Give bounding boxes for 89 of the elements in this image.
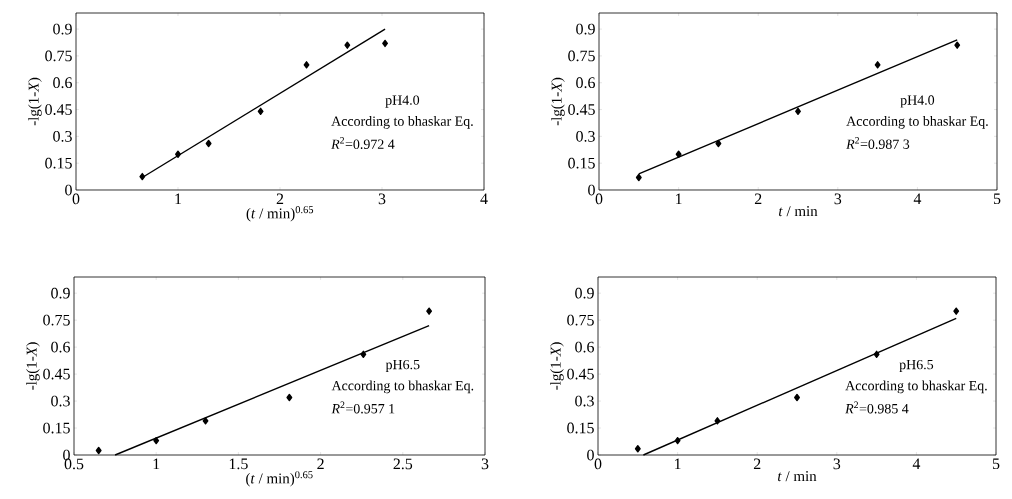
y-tick-label: 0.15 — [568, 157, 595, 169]
annotation: pH6.5 — [899, 359, 934, 373]
annotation: R$^{2}$=0.987 3 — [846, 137, 910, 149]
x-tick-label: 2 — [754, 193, 762, 205]
y-tick-label: 0 — [588, 184, 595, 196]
annotation: pH6.5 — [385, 359, 420, 373]
point — [634, 445, 641, 453]
point — [205, 139, 212, 148]
x-axis-title: (t / min)$^{0.65}$ — [246, 471, 313, 487]
point — [675, 150, 682, 158]
y-tick-label: 0.15 — [43, 422, 70, 434]
x-tick-label: 5 — [993, 193, 1001, 205]
point — [953, 307, 960, 315]
y-tick-label: 0.3 — [575, 395, 594, 407]
x-tick-label: 3 — [378, 193, 386, 205]
point — [303, 61, 310, 69]
annotation: pH4.0 — [385, 95, 420, 108]
annotation: According to bhaskar Eq. — [331, 116, 473, 129]
point — [954, 41, 961, 49]
x-tick-label: 4 — [912, 458, 921, 470]
x-tick-label: 2 — [276, 193, 284, 205]
annotation: According to bhaskar Eq. — [845, 380, 987, 394]
point — [635, 173, 642, 182]
y-tick-label: 0.3 — [576, 130, 595, 142]
annotation: According to bhaskar Eq. — [331, 380, 474, 394]
x-tick-label: 3 — [833, 458, 841, 470]
y-tick-label: 0 — [65, 184, 72, 196]
point — [873, 350, 880, 359]
annotation: R$^{2}$=0.985 4 — [845, 401, 909, 414]
point — [257, 107, 264, 116]
y-tick-label: 0.15 — [45, 157, 72, 169]
x-tick-label: 1 — [175, 193, 182, 205]
point — [175, 150, 181, 158]
y-tick-label: 0.9 — [51, 287, 70, 299]
x-tick-label: 1 — [153, 458, 160, 470]
y-tick-label: 0.9 — [53, 23, 72, 35]
point — [360, 350, 367, 359]
annotation: R$^{2}$=0.957 1 — [331, 401, 395, 414]
annotation: According to bhaskar Eq. — [846, 116, 988, 129]
x-tick-label: 3 — [481, 458, 489, 470]
x-tick-label: 5 — [992, 458, 1000, 470]
y-tick-label: 0.45 — [568, 104, 595, 115]
y-tick-label: 0.45 — [43, 368, 70, 380]
y-tick-label: 0.6 — [576, 77, 596, 89]
y-axis-title: -lg(1-X) — [28, 77, 42, 126]
x-tick-label: 3 — [834, 193, 842, 205]
y-tick-label: 0.6 — [53, 77, 73, 89]
annotation: pH4.0 — [900, 95, 935, 108]
y-tick-label: 0.15 — [567, 422, 594, 434]
y-tick-label: 0.75 — [45, 50, 72, 62]
x-tick-label: 1.5 — [229, 458, 248, 470]
point — [139, 172, 146, 181]
annotation: R$^{2}$=0.972 4 — [331, 137, 395, 149]
x-tick-label: 2.5 — [393, 458, 413, 470]
point — [874, 61, 881, 69]
y-tick-label: 0.9 — [575, 287, 594, 299]
y-tick-label: 0.45 — [45, 104, 72, 115]
x-tick-label: 1 — [675, 458, 681, 470]
point — [286, 393, 293, 402]
y-tick-label: 0.75 — [567, 314, 594, 326]
point — [715, 139, 722, 148]
x-axis-title: t / min — [779, 206, 818, 217]
y-tick-label: 0.75 — [43, 314, 70, 326]
point — [202, 417, 209, 425]
point — [95, 446, 102, 455]
y-tick-label: 0 — [587, 449, 594, 461]
point — [426, 307, 433, 315]
y-axis-title: -lg(1-X) — [551, 77, 565, 126]
x-axis-title: (t / min)$^{0.65}$ — [246, 206, 314, 222]
y-axis-title: -lg(1-X) — [26, 342, 40, 390]
x-tick-label: 2 — [317, 458, 324, 470]
point — [382, 39, 389, 48]
y-tick-label: 0.45 — [567, 368, 594, 380]
y-tick-label: 0.9 — [576, 23, 595, 35]
x-tick-label: 2 — [753, 458, 761, 470]
y-tick-label: 0.6 — [51, 341, 71, 353]
point — [153, 436, 160, 445]
y-tick-label: 0.3 — [51, 395, 70, 407]
x-tick-label: 4 — [480, 193, 488, 205]
x-tick-label: 4 — [913, 193, 922, 205]
y-tick-label: 0.75 — [568, 50, 595, 62]
x-tick-label: 1 — [676, 193, 682, 205]
point — [344, 41, 351, 49]
point — [674, 436, 681, 445]
y-tick-label: 0.6 — [575, 341, 595, 353]
point — [714, 417, 721, 425]
x-axis-title: t / min — [778, 471, 817, 482]
y-tick-label: 0.3 — [53, 130, 72, 142]
y-axis-title: -lg(1-X) — [550, 342, 564, 390]
